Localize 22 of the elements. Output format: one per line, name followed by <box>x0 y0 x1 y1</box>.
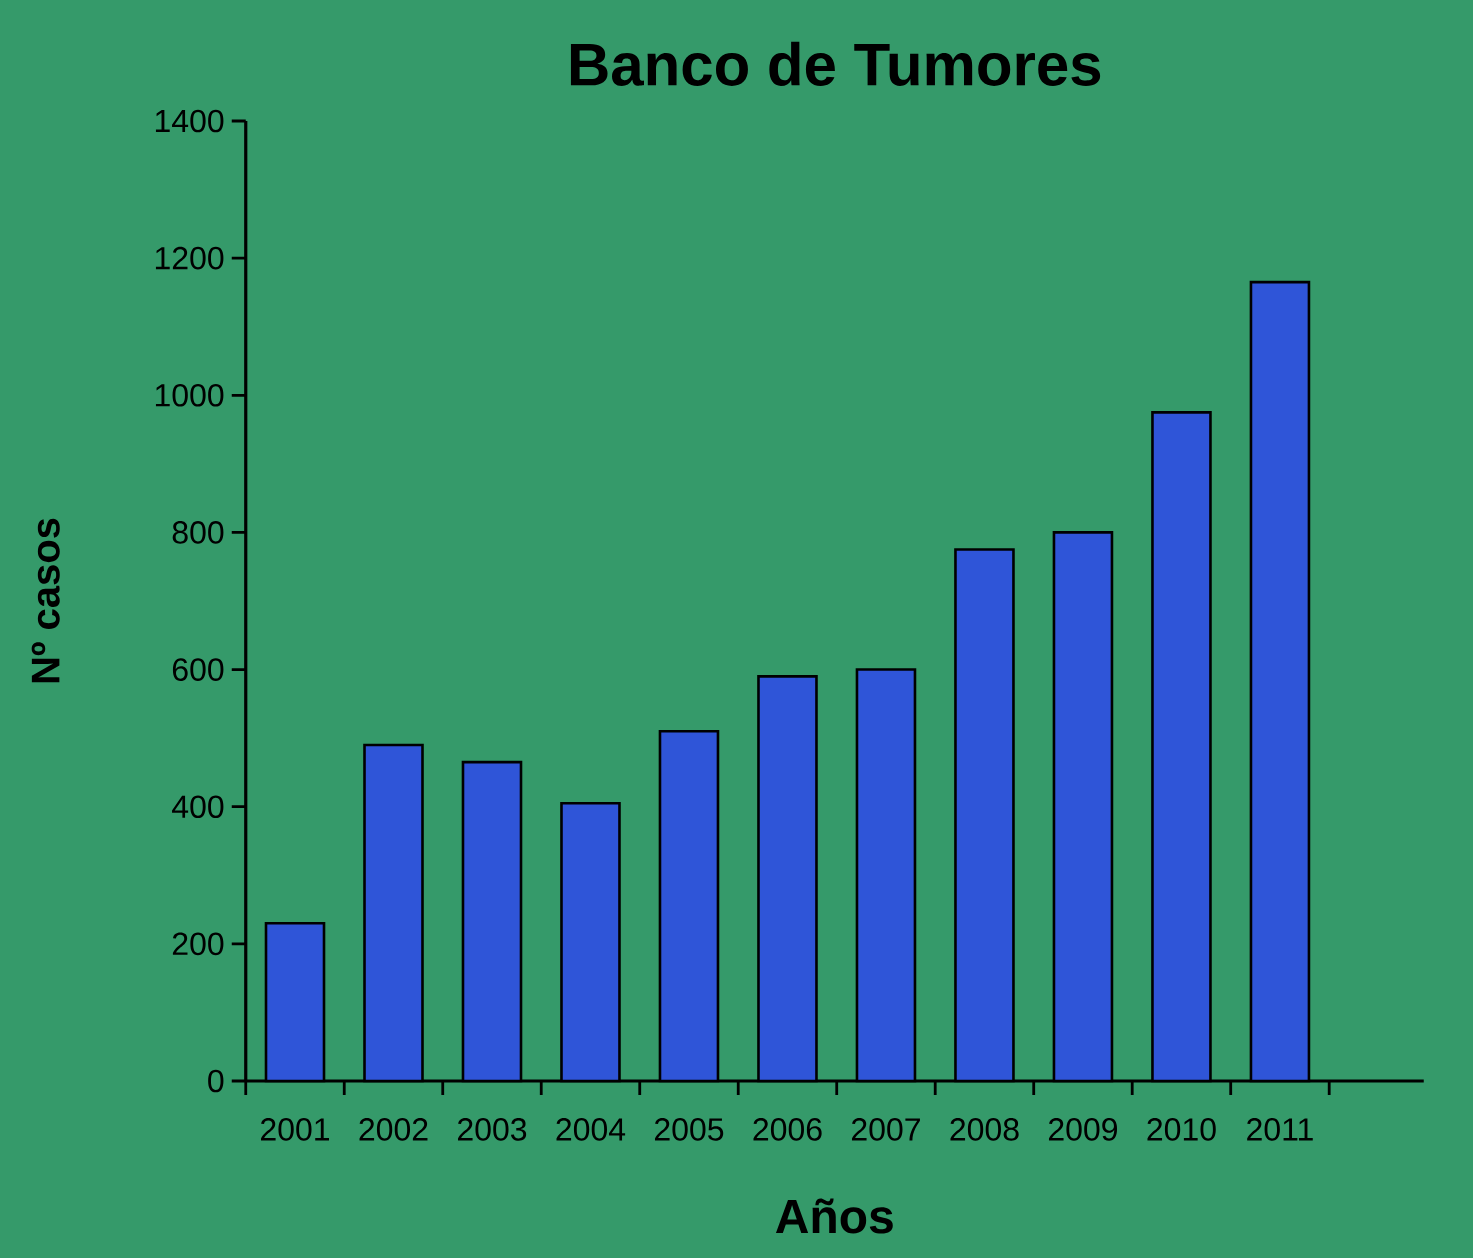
x-tick-label: 2007 <box>851 1118 920 1141</box>
y-tick-label: 800 <box>172 521 224 544</box>
y-tick-label: 1200 <box>155 246 224 270</box>
x-tick-label: 2004 <box>556 1118 626 1141</box>
y-axis-title: Nº casos <box>31 518 60 683</box>
x-axis-title: Años <box>775 1198 893 1234</box>
y-tick-label: 200 <box>172 932 224 956</box>
x-tick-label: 2011 <box>1247 1118 1313 1141</box>
x-tick-label: 2006 <box>753 1118 822 1141</box>
x-tick-label: 2009 <box>1048 1118 1118 1141</box>
y-tick-label: 600 <box>172 658 224 681</box>
y-tick-label: 1000 <box>155 383 224 407</box>
y-tick-label: 0 <box>208 1069 224 1093</box>
x-tick-label: 2008 <box>950 1118 1019 1141</box>
x-tick-label: 2010 <box>1147 1118 1216 1141</box>
x-tick-label: 2003 <box>458 1118 527 1141</box>
y-tick-label: 1400 <box>155 109 224 133</box>
x-tick-label: 2005 <box>654 1118 724 1141</box>
chart-title: Banco de Tumores <box>570 41 1101 86</box>
y-tick-label: 400 <box>172 795 224 819</box>
x-tick-label: 2001 <box>261 1118 329 1141</box>
x-tick-label: 2002 <box>359 1118 428 1141</box>
